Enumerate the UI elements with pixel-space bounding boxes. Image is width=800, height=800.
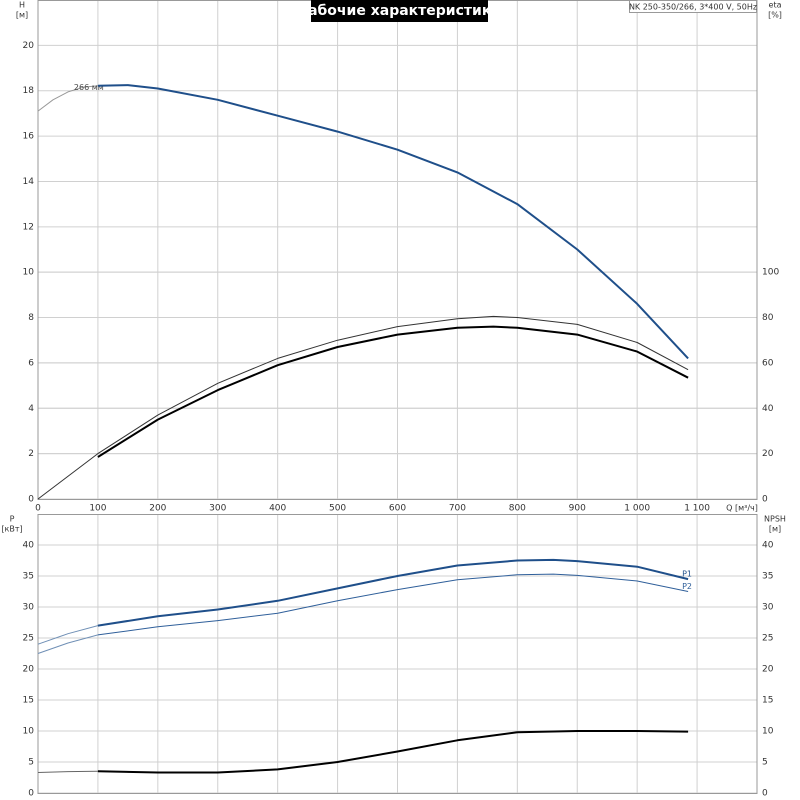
y-axis-label: H [19,1,25,10]
y2-tick-label: 20 [762,449,774,459]
y-tick-label: 0 [28,789,34,799]
x-tick-label: 0 [35,504,41,514]
y-tick-label: 40 [23,541,35,551]
x-tick-label: 1 000 [624,504,650,514]
chart-title: Рабочие характеристики [298,3,501,19]
y-tick-label: 20 [23,665,35,675]
y-tick-label: 20 [23,41,35,51]
y-tick-label: 35 [23,572,34,582]
info-box [629,0,757,13]
series-line [37,625,99,645]
y2-tick-label: 0 [762,789,768,799]
series-label: P2 [682,582,692,591]
y-tick-label: 30 [23,603,35,613]
y-tick-label: 10 [23,268,35,278]
y-tick-label: 18 [23,86,35,96]
y2-tick-label: 80 [762,313,774,323]
x-tick-label: 500 [329,504,346,514]
y-tick-label: 6 [28,358,34,368]
plot-frame [37,514,758,794]
y-axis-label: P [10,515,15,524]
series-line [37,315,689,500]
x-tick-label: 300 [209,504,226,514]
series-line [37,85,98,112]
series-line [97,730,689,774]
x-tick-label: 900 [569,504,586,514]
y-axis-label: [кВт] [1,525,22,534]
y2-tick-label: 25 [762,634,773,644]
y2-tick-label: 0 [762,495,768,505]
series-line [37,634,99,654]
y2-tick-label: 15 [762,696,773,706]
series-label: 266 мм [74,83,104,92]
y-tick-label: 16 [23,132,35,142]
series-line [97,573,689,636]
title-box [311,0,488,22]
x-axis-label: Q [м³/ч] [726,504,758,513]
y2-axis-label: [%] [768,11,782,20]
y2-axis-label: eta [769,1,782,10]
y-tick-label: 5 [28,758,34,768]
x-tick-label: 100 [89,504,106,514]
y2-tick-label: 60 [762,358,774,368]
x-tick-label: 200 [149,504,166,514]
series-line [37,770,98,773]
x-tick-label: 400 [269,504,286,514]
y-tick-label: 10 [23,727,35,737]
x-tick-label: 600 [389,504,406,514]
y2-tick-label: 20 [762,665,774,675]
y-tick-label: 4 [28,404,34,414]
y2-axis-label: [м] [769,525,781,534]
y-axis-label: [м] [16,11,28,20]
y2-tick-label: 40 [762,541,774,551]
y-tick-label: 14 [23,177,35,187]
y-tick-label: 12 [23,222,34,232]
y2-tick-label: 40 [762,404,774,414]
series-label: P1 [682,570,692,579]
y2-tick-label: 35 [762,572,773,582]
y2-tick-label: 10 [762,727,774,737]
y-tick-label: 2 [28,449,34,459]
y2-axis-label: NPSH [764,515,786,524]
x-tick-label: 800 [509,504,526,514]
series-line [97,325,689,458]
chart-subtitle: NK 250-350/266, 3*400 V, 50Hz [629,3,757,12]
x-tick-label: 700 [449,504,466,514]
y-tick-label: 8 [28,313,34,323]
x-tick-label: 1 100 [684,504,710,514]
y2-tick-label: 30 [762,603,774,613]
y-tick-label: 0 [28,495,34,505]
series-line [97,84,689,360]
y-tick-label: 15 [23,696,34,706]
y-tick-label: 25 [23,634,34,644]
y2-tick-label: 5 [762,758,768,768]
y2-tick-label: 100 [762,268,779,278]
series-line [97,558,689,627]
